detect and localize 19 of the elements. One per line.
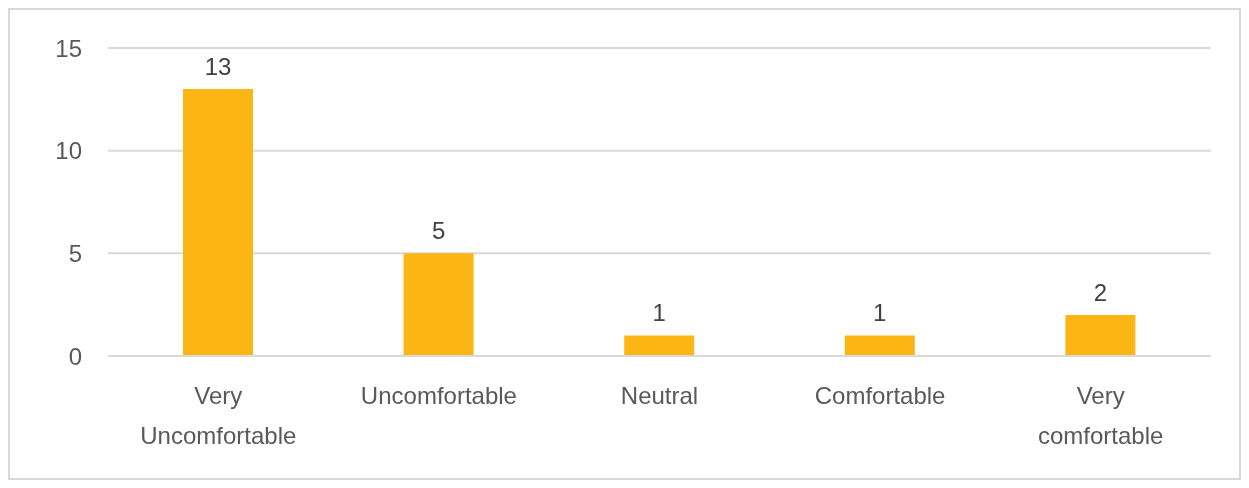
y-tick-label: 15 (55, 34, 82, 62)
y-tick-label: 10 (55, 137, 82, 165)
data-label: 1 (873, 299, 887, 327)
x-tick-label: Uncomfortable (360, 382, 517, 409)
bar (403, 253, 474, 356)
data-label: 1 (652, 299, 666, 327)
y-tick-label: 0 (68, 342, 82, 370)
x-tick-label: Very comfortable (1038, 382, 1164, 449)
data-label: 5 (431, 217, 446, 245)
bar (844, 335, 915, 356)
y-tick-label: 5 (68, 239, 82, 267)
data-label: 13 (204, 53, 232, 81)
x-tick-label: Neutral (620, 382, 699, 409)
x-tick-label: Very Uncomfortable (140, 382, 297, 449)
bar (624, 335, 695, 356)
x-tick-label: Comfortable (814, 382, 946, 409)
bar (1065, 314, 1136, 356)
bar (183, 89, 253, 356)
data-label: 2 (1093, 278, 1108, 306)
